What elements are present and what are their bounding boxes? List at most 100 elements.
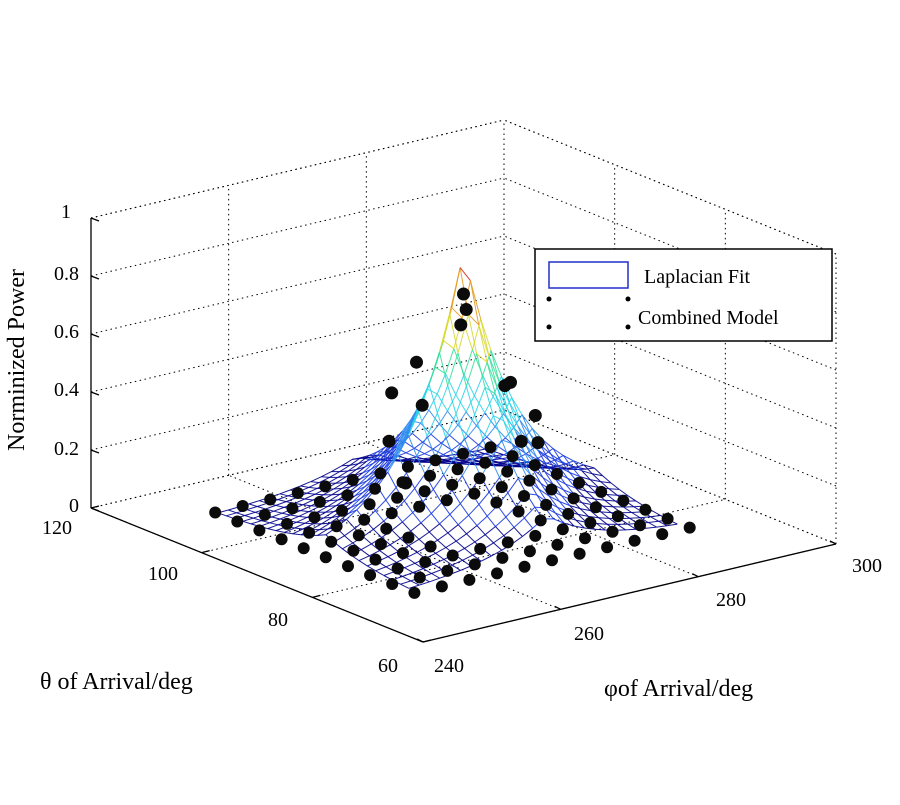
laplacian-fit-mesh-line [440, 524, 448, 533]
laplacian-fit-mesh-line [419, 532, 429, 539]
combined-model-marker [292, 487, 304, 499]
combined-model-marker [397, 547, 409, 559]
theta-tick-labels: 120 100 80 60 [42, 517, 398, 677]
combined-model-marker [524, 545, 536, 557]
laplacian-fit-mesh-line [646, 527, 656, 528]
combined-model-marker [436, 580, 448, 592]
laplacian-fit-mesh-line [524, 507, 534, 518]
laplacian-fit-mesh-line [448, 386, 456, 414]
laplacian-fit-mesh-line [262, 521, 270, 523]
combined-model-marker [551, 539, 563, 551]
combined-model-marker [259, 509, 271, 521]
laplacian-fit-mesh-line [467, 526, 477, 534]
z-tick-label: 0.6 [54, 321, 79, 343]
laplacian-fit-mesh-line [257, 507, 265, 510]
combined-model-marker [485, 441, 497, 453]
combined-model-marker [386, 507, 398, 519]
laplacian-fit-mesh-line [474, 376, 482, 396]
laplacian-fit-mesh-line [305, 523, 313, 524]
combined-model-marker [519, 561, 531, 573]
laplacian-fit-mesh-line [458, 515, 468, 524]
combined-model-marker [529, 530, 541, 542]
laplacian-fit-mesh-line [632, 513, 640, 518]
combined-model-marker [513, 506, 525, 518]
laplacian-fit-mesh-line [434, 559, 444, 564]
laplacian-fit-mesh-line [293, 529, 303, 534]
laplacian-fit-mesh-line [359, 556, 369, 561]
laplacian-fit-mesh-line [466, 354, 476, 387]
laplacian-fit-mesh-line [359, 561, 367, 566]
combined-model-marker [496, 481, 508, 493]
laplacian-fit-mesh-line [272, 517, 280, 519]
laplacian-fit-mesh-line [249, 501, 259, 504]
laplacian-fit-mesh-line [361, 550, 369, 556]
laplacian-fit-mesh-line [270, 519, 280, 523]
z-tick [91, 276, 99, 279]
combined-model-marker [447, 550, 459, 562]
laplacian-fit-mesh-line [441, 314, 449, 347]
combined-model-marker [617, 495, 629, 507]
laplacian-fit-mesh-line [326, 512, 334, 513]
laplacian-fit-mesh-line [491, 351, 499, 383]
laplacian-fit-mesh-line [448, 533, 456, 541]
z-tick-labels: 0 0.2 0.4 0.6 0.8 1 [54, 201, 79, 517]
laplacian-fit-mesh-line [438, 540, 446, 547]
combined-model-marker [374, 467, 386, 479]
laplacian-fit-mesh-line [307, 488, 317, 493]
combined-model-marker [490, 497, 502, 509]
phi-tick [830, 541, 836, 544]
laplacian-fit-mesh-line [652, 511, 660, 516]
combined-model-marker [358, 514, 370, 526]
combined-model-marker [375, 538, 387, 550]
combined-model-marker [320, 551, 332, 563]
laplacian-fit-mesh-line [469, 515, 477, 525]
combined-model-marker [341, 489, 353, 501]
laplacian-fit-mesh-line [431, 434, 441, 443]
grid-layer [91, 120, 836, 642]
laplacian-fit-mesh-line [245, 516, 253, 519]
legend-label-combined-model: Combined Model [638, 307, 779, 329]
laplacian-fit-mesh-line [443, 450, 451, 455]
grid-line [91, 120, 504, 218]
combined-model-marker [392, 563, 404, 575]
legend: Laplacian Fit Combined Model [535, 249, 832, 341]
laplacian-fit-mesh-line [440, 514, 450, 523]
laplacian-fit-mesh-line [431, 514, 439, 524]
laplacian-fit-mesh-line [437, 374, 445, 394]
laplacian-fit-mesh-line [276, 502, 286, 506]
combined-model-marker [662, 513, 674, 525]
laplacian-fit-mesh-line [293, 534, 301, 535]
combined-model-marker [532, 436, 545, 449]
legend-label-laplacian-fit: Laplacian Fit [644, 266, 751, 288]
laplacian-fit-mesh-line [406, 453, 416, 457]
laplacian-fit-mesh-line [402, 513, 412, 522]
laplacian-fit-mesh-line [297, 517, 307, 522]
laplacian-fit-mesh-line [392, 530, 400, 538]
laplacian-fit-mesh-line [508, 478, 518, 493]
laplacian-fit-mesh-line [405, 568, 413, 573]
theta-tick-label: 100 [148, 563, 178, 585]
grid-line [91, 236, 504, 334]
combined-model-marker [452, 463, 464, 475]
laplacian-fit-mesh-line [485, 535, 493, 543]
combined-model-marker [546, 484, 558, 496]
combined-model-marker [502, 536, 514, 548]
combined-model-marker [507, 450, 519, 462]
combined-model-marker [364, 498, 376, 510]
laplacian-fit-mesh-line [487, 516, 495, 526]
laplacian-fit-mesh-line [413, 513, 421, 523]
laplacian-fit-mesh-line [472, 319, 480, 350]
laplacian-fit-mesh-line [479, 492, 489, 505]
combined-model-marker [264, 494, 276, 506]
combined-model-marker [634, 519, 646, 531]
combined-model-marker [429, 454, 441, 466]
laplacian-fit-mesh-line [553, 449, 563, 456]
laplacian-fit-mesh-line [315, 494, 323, 495]
combined-model-marker [457, 448, 469, 460]
laplacian-fit-mesh-line [421, 514, 431, 523]
combined-model-marker [410, 356, 423, 369]
combined-model-marker [546, 554, 558, 566]
laplacian-fit-mesh-line [347, 519, 355, 528]
laplacian-fit-mesh-line [446, 541, 456, 547]
combined-model-marker [601, 541, 613, 553]
